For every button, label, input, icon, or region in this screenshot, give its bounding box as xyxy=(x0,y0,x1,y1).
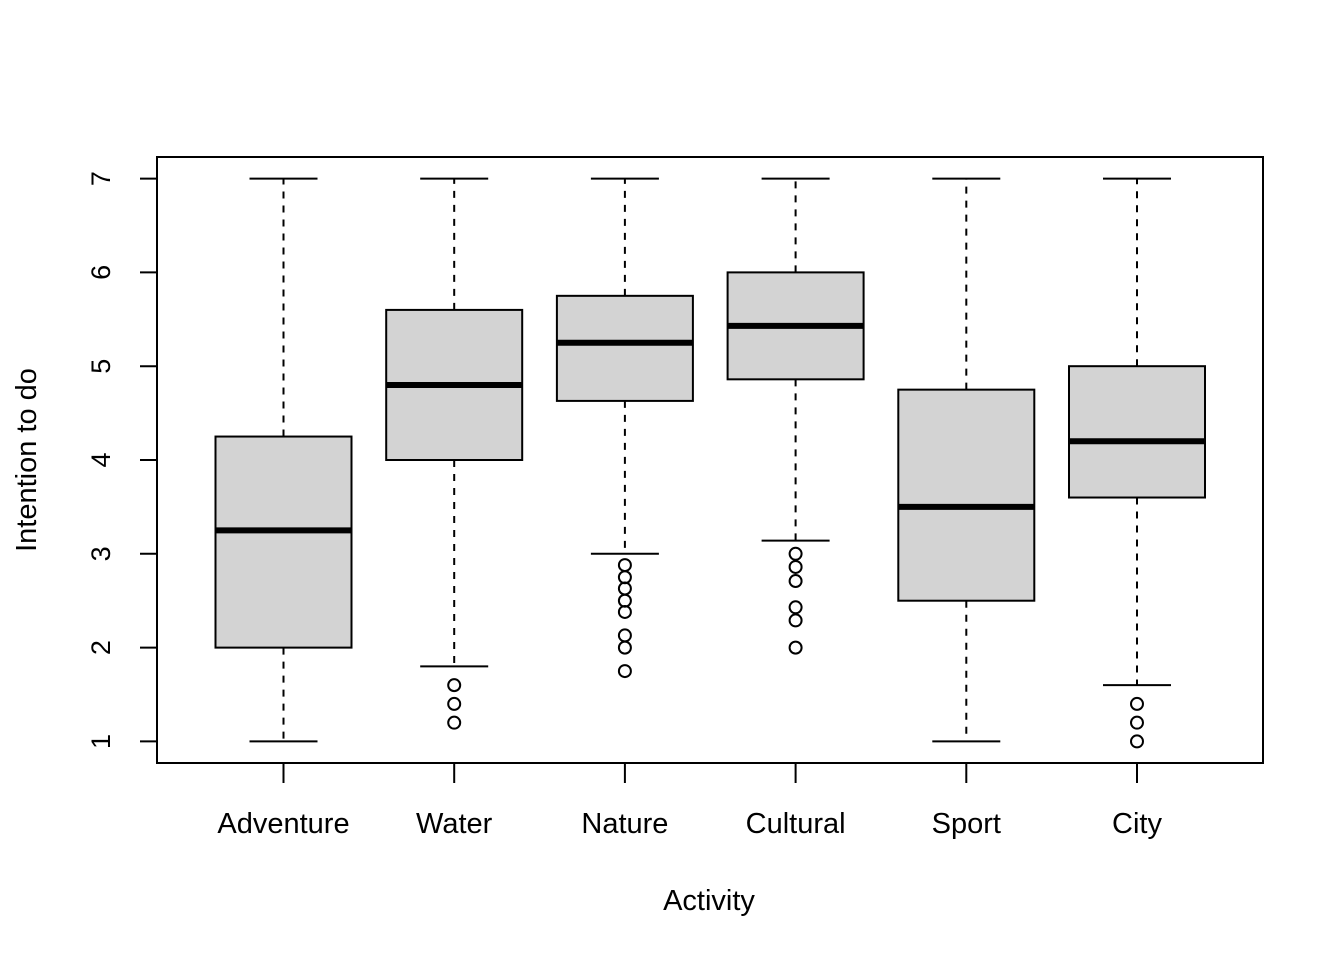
outlier-point xyxy=(788,613,803,628)
outlier-point xyxy=(617,558,632,573)
x-tick-label: Cultural xyxy=(746,808,846,840)
y-axis-title: Intention to do xyxy=(11,368,43,552)
box-iqr xyxy=(1068,365,1206,499)
y-tick-label: 2 xyxy=(86,640,116,655)
outlier-point xyxy=(447,696,462,711)
box-group-nature xyxy=(555,177,694,679)
box-group-adventure xyxy=(214,177,353,743)
y-tick-label: 7 xyxy=(86,171,116,186)
x-tick-label: Nature xyxy=(581,808,668,840)
x-tick-label: Adventure xyxy=(217,808,349,840)
outlier-point xyxy=(617,628,632,643)
outlier-point xyxy=(617,664,632,679)
box-group-sport xyxy=(897,177,1036,743)
outlier-point xyxy=(788,600,803,615)
outlier-point xyxy=(447,715,462,730)
x-tick-label: Water xyxy=(416,808,493,840)
outlier-point xyxy=(1130,734,1144,749)
box-group-city xyxy=(1068,177,1206,749)
x-axis-title: Activity xyxy=(663,885,755,917)
y-tick-label: 1 xyxy=(86,734,116,749)
plot-marks xyxy=(214,177,1206,749)
x-axis: Adventure Water Nature Cultural Sport City xyxy=(217,763,1162,840)
y-axis: 1 2 3 4 5 6 7 xyxy=(86,171,157,749)
box-iqr xyxy=(214,435,353,649)
outlier-point xyxy=(447,678,462,693)
x-tick-label: Sport xyxy=(932,808,1001,840)
box-group-cultural xyxy=(726,177,865,655)
outlier-point xyxy=(788,640,803,655)
box-iqr xyxy=(897,388,1036,602)
outlier-point xyxy=(1130,715,1144,730)
y-tick-label: 4 xyxy=(86,452,116,467)
outlier-point xyxy=(1130,696,1144,711)
outlier-point xyxy=(788,546,803,561)
outlier-point xyxy=(788,559,803,574)
box-group-water xyxy=(385,177,524,730)
y-tick-label: 3 xyxy=(86,546,116,561)
outlier-point xyxy=(788,574,803,589)
x-tick-label: City xyxy=(1112,808,1162,840)
y-tick-label: 6 xyxy=(86,265,116,280)
y-tick-label: 5 xyxy=(86,359,116,374)
box-iqr xyxy=(555,294,694,402)
